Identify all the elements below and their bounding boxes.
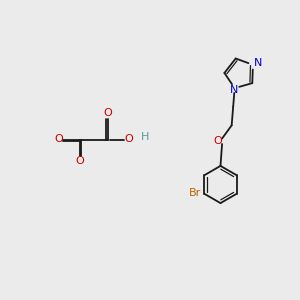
Text: N: N	[230, 85, 238, 95]
Text: N: N	[254, 58, 262, 68]
Text: Br: Br	[189, 188, 201, 198]
Text: O: O	[103, 108, 112, 118]
Text: O: O	[214, 136, 223, 146]
Text: O: O	[54, 134, 63, 145]
Text: O: O	[75, 155, 84, 166]
Text: H: H	[141, 131, 150, 142]
Text: O: O	[124, 134, 134, 145]
